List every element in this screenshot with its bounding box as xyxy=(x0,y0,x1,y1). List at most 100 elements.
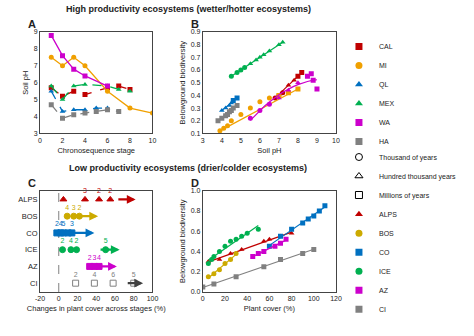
svg-text:BOS: BOS xyxy=(379,230,394,237)
svg-text:WA: WA xyxy=(379,119,390,126)
svg-text:20: 20 xyxy=(221,295,229,302)
svg-text:Belowground biodiversity: Belowground biodiversity xyxy=(178,199,187,283)
svg-text:D: D xyxy=(191,177,199,189)
svg-text:5: 5 xyxy=(132,271,136,278)
svg-text:2: 2 xyxy=(75,237,79,244)
svg-text:3: 3 xyxy=(72,204,76,211)
svg-text:CO: CO xyxy=(26,229,37,238)
svg-text:2: 2 xyxy=(74,271,78,278)
svg-text:9: 9 xyxy=(315,137,319,144)
svg-text:2: 2 xyxy=(77,204,81,211)
svg-text:High productivity ecosystems (: High productivity ecosystems (wetter/hot… xyxy=(66,4,311,14)
svg-text:7: 7 xyxy=(34,62,38,69)
svg-text:0.7: 0.7 xyxy=(191,54,201,61)
svg-text:4: 4 xyxy=(59,220,63,227)
svg-text:7: 7 xyxy=(277,137,281,144)
svg-text:80: 80 xyxy=(288,295,296,302)
svg-text:0: 0 xyxy=(201,295,205,302)
svg-text:40: 40 xyxy=(243,295,251,302)
svg-text:20: 20 xyxy=(74,295,82,302)
svg-text:BOS: BOS xyxy=(22,212,38,221)
svg-text:2: 2 xyxy=(108,187,112,194)
svg-text:CAL: CAL xyxy=(379,43,393,50)
svg-text:3: 3 xyxy=(92,254,96,261)
svg-text:Changes in plant cover across: Changes in plant cover across stages (%) xyxy=(27,304,166,313)
svg-text:Soil pH: Soil pH xyxy=(257,146,281,155)
svg-text:8: 8 xyxy=(296,137,300,144)
svg-text:8: 8 xyxy=(128,137,132,144)
svg-text:2: 2 xyxy=(88,254,92,261)
svg-text:2: 2 xyxy=(61,137,65,144)
svg-text:Plant cover (%): Plant cover (%) xyxy=(244,304,296,313)
svg-text:Low productivity ecosystems (d: Low productivity ecosystems (drier/colde… xyxy=(69,163,307,173)
svg-text:0.3: 0.3 xyxy=(191,105,201,112)
svg-text:5: 5 xyxy=(34,96,38,103)
svg-text:3: 3 xyxy=(83,187,87,194)
svg-text:HA: HA xyxy=(379,138,389,145)
svg-text:8: 8 xyxy=(34,45,38,52)
svg-text:5: 5 xyxy=(239,137,243,144)
svg-text:Belowground biodiversity: Belowground biodiversity xyxy=(178,41,187,125)
svg-text:0.4: 0.4 xyxy=(191,248,201,255)
svg-text:0.4: 0.4 xyxy=(191,92,201,99)
svg-text:0.8: 0.8 xyxy=(191,207,201,214)
svg-text:-20: -20 xyxy=(35,295,45,302)
svg-text:9: 9 xyxy=(34,28,38,35)
svg-text:2: 2 xyxy=(97,187,101,194)
svg-text:60: 60 xyxy=(111,295,119,302)
svg-text:2: 2 xyxy=(55,220,59,227)
svg-text:0.0: 0.0 xyxy=(191,288,201,295)
svg-text:4: 4 xyxy=(69,237,73,244)
svg-text:0: 0 xyxy=(57,295,61,302)
svg-text:ICE: ICE xyxy=(25,245,38,254)
svg-text:3: 3 xyxy=(34,130,38,137)
svg-text:ALPS: ALPS xyxy=(18,195,37,204)
svg-text:6: 6 xyxy=(34,79,38,86)
svg-text:Hundred thousand years: Hundred thousand years xyxy=(379,173,456,181)
svg-text:10: 10 xyxy=(332,137,340,144)
svg-text:Millions of years: Millions of years xyxy=(379,192,430,200)
svg-text:Thousand of years: Thousand of years xyxy=(379,154,437,162)
svg-text:1.0: 1.0 xyxy=(191,187,201,194)
svg-text:0.6: 0.6 xyxy=(191,228,201,235)
svg-text:2: 2 xyxy=(61,237,65,244)
svg-text:CI: CI xyxy=(30,279,38,288)
svg-text:AZ: AZ xyxy=(379,287,389,294)
svg-text:6: 6 xyxy=(258,137,262,144)
svg-text:4: 4 xyxy=(220,137,224,144)
svg-text:5: 5 xyxy=(61,220,65,227)
svg-text:Chronosequence stage: Chronosequence stage xyxy=(57,146,135,155)
svg-text:0.6: 0.6 xyxy=(191,66,201,73)
svg-text:CO: CO xyxy=(379,249,390,256)
svg-text:Soil pH: Soil pH xyxy=(21,71,30,95)
svg-text:MI: MI xyxy=(379,62,387,69)
svg-text:4: 4 xyxy=(65,204,69,211)
svg-text:60: 60 xyxy=(266,295,274,302)
svg-text:A: A xyxy=(28,18,36,30)
svg-text:4: 4 xyxy=(97,254,101,261)
svg-text:6: 6 xyxy=(106,137,110,144)
svg-text:ALPS: ALPS xyxy=(379,211,397,218)
svg-text:CI: CI xyxy=(379,306,386,313)
svg-text:0.2: 0.2 xyxy=(191,117,201,124)
svg-text:MEX: MEX xyxy=(379,100,395,107)
svg-text:0.8: 0.8 xyxy=(191,41,201,48)
svg-text:120: 120 xyxy=(330,295,342,302)
svg-text:B: B xyxy=(191,18,199,30)
svg-text:3: 3 xyxy=(70,220,74,227)
svg-text:10: 10 xyxy=(149,137,157,144)
svg-text:4: 4 xyxy=(83,137,87,144)
svg-text:3: 3 xyxy=(201,137,205,144)
svg-text:0.2: 0.2 xyxy=(191,268,201,275)
svg-text:ICE: ICE xyxy=(379,268,391,275)
svg-text:100: 100 xyxy=(308,295,320,302)
svg-text:C: C xyxy=(28,177,36,189)
svg-text:QL: QL xyxy=(379,81,388,89)
svg-text:40: 40 xyxy=(92,295,100,302)
svg-text:AZ: AZ xyxy=(28,262,38,271)
svg-text:0: 0 xyxy=(38,137,42,144)
svg-text:80: 80 xyxy=(130,295,138,302)
svg-text:0.9: 0.9 xyxy=(191,28,201,35)
svg-text:4: 4 xyxy=(92,271,96,278)
svg-text:100: 100 xyxy=(147,295,159,302)
